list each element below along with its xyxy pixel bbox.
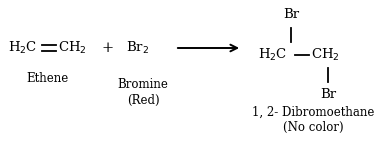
Text: H$_2$C: H$_2$C (8, 40, 37, 56)
Text: (Red): (Red) (127, 94, 159, 107)
Text: CH$_2$: CH$_2$ (58, 40, 87, 56)
Text: Ethene: Ethene (26, 72, 68, 85)
Text: Bromine: Bromine (118, 79, 168, 92)
Text: CH$_2$: CH$_2$ (311, 47, 340, 63)
Text: +: + (102, 41, 114, 55)
Text: Br: Br (283, 8, 299, 21)
Text: (No color): (No color) (283, 121, 344, 134)
Text: 1, 2- Dibromoethane: 1, 2- Dibromoethane (252, 106, 374, 119)
Text: Br$_2$: Br$_2$ (126, 40, 149, 56)
Text: Br: Br (320, 89, 336, 102)
Text: H$_2$C: H$_2$C (258, 47, 287, 63)
